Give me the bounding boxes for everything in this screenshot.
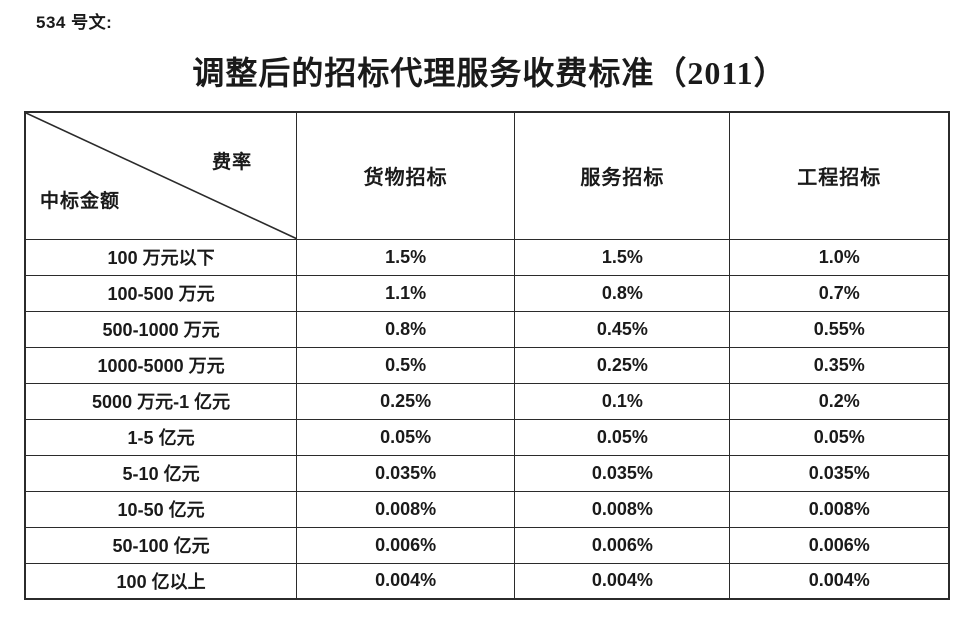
fee-value-cell: 0.035% [514, 454, 731, 492]
row-label: 100-500 万元 [24, 274, 298, 312]
fee-value-cell: 0.05% [296, 418, 516, 456]
fee-value-cell: 0.004% [729, 562, 950, 600]
table-row: 500-1000 万元 0.8% 0.45% 0.55% [24, 310, 950, 348]
corner-label-rate: 费率 [212, 152, 253, 173]
fee-value-cell: 0.008% [729, 490, 950, 528]
fee-value-cell: 0.2% [729, 382, 950, 420]
fee-value-cell: 0.7% [729, 274, 950, 312]
row-label: 500-1000 万元 [24, 310, 298, 348]
fee-value-cell: 0.8% [296, 310, 516, 348]
fee-value-cell: 0.006% [296, 526, 516, 564]
fee-value-cell: 0.1% [514, 382, 731, 420]
row-label: 100 亿以上 [24, 562, 298, 600]
fee-value-cell: 0.25% [514, 346, 731, 384]
column-header-engineering: 工程招标 [729, 111, 950, 240]
fee-value-cell: 0.8% [514, 274, 731, 312]
fee-value-cell: 1.0% [729, 238, 950, 276]
page-title: 调整后的招标代理服务收费标准（2011） [192, 55, 787, 91]
table-row: 50-100 亿元 0.006% 0.006% 0.006% [24, 526, 950, 564]
column-header-services: 服务招标 [514, 111, 731, 240]
table-row: 100 万元以下 1.5% 1.5% 1.0% [24, 238, 950, 276]
table-row: 10-50 亿元 0.008% 0.008% 0.008% [24, 490, 950, 528]
fee-value-cell: 0.035% [729, 454, 950, 492]
fee-value-cell: 0.35% [729, 346, 950, 384]
fee-value-cell: 0.004% [514, 562, 731, 600]
header-row: 费率 中标金额 货物招标 服务招标 工程招标 [24, 111, 950, 240]
fee-value-cell: 0.25% [296, 382, 516, 420]
fee-value-cell: 0.55% [729, 310, 950, 348]
row-label: 5000 万元-1 亿元 [24, 382, 298, 420]
row-label: 1-5 亿元 [24, 418, 298, 456]
table-row: 100-500 万元 1.1% 0.8% 0.7% [24, 274, 950, 312]
diagonal-divider-line [26, 113, 296, 239]
fee-value-cell: 0.006% [729, 526, 950, 564]
fee-value-cell: 0.008% [514, 490, 731, 528]
fee-value-cell: 0.05% [514, 418, 731, 456]
fee-value-cell: 1.1% [296, 274, 516, 312]
table-row: 5-10 亿元 0.035% 0.035% 0.035% [24, 454, 950, 492]
row-label: 5-10 亿元 [24, 454, 298, 492]
fee-value-cell: 0.45% [514, 310, 731, 348]
fee-value-cell: 1.5% [514, 238, 731, 276]
table-row: 5000 万元-1 亿元 0.25% 0.1% 0.2% [24, 382, 950, 420]
row-label: 100 万元以下 [24, 238, 298, 276]
fee-value-cell: 0.5% [296, 346, 516, 384]
fee-value-cell: 0.004% [296, 562, 516, 600]
table-row: 1-5 亿元 0.05% 0.05% 0.05% [24, 418, 950, 456]
fee-table: 费率 中标金额 货物招标 服务招标 工程招标 100 万元以下 1.5% 1.5… [24, 111, 950, 600]
table-row: 1000-5000 万元 0.5% 0.25% 0.35% [24, 346, 950, 384]
doc-number-label: 534 号文: [36, 13, 113, 32]
fee-value-cell: 0.035% [296, 454, 516, 492]
fee-value-cell: 0.008% [296, 490, 516, 528]
corner-label-amount: 中标金额 [40, 190, 121, 212]
row-label: 50-100 亿元 [24, 526, 298, 564]
row-label: 10-50 亿元 [24, 490, 298, 528]
fee-value-cell: 0.006% [514, 526, 731, 564]
corner-header-cell: 费率 中标金额 [24, 111, 298, 240]
row-label: 1000-5000 万元 [24, 346, 298, 384]
fee-value-cell: 1.5% [296, 238, 516, 276]
fee-value-cell: 0.05% [729, 418, 950, 456]
column-header-goods: 货物招标 [296, 111, 516, 240]
table-row: 100 亿以上 0.004% 0.004% 0.004% [24, 562, 950, 600]
